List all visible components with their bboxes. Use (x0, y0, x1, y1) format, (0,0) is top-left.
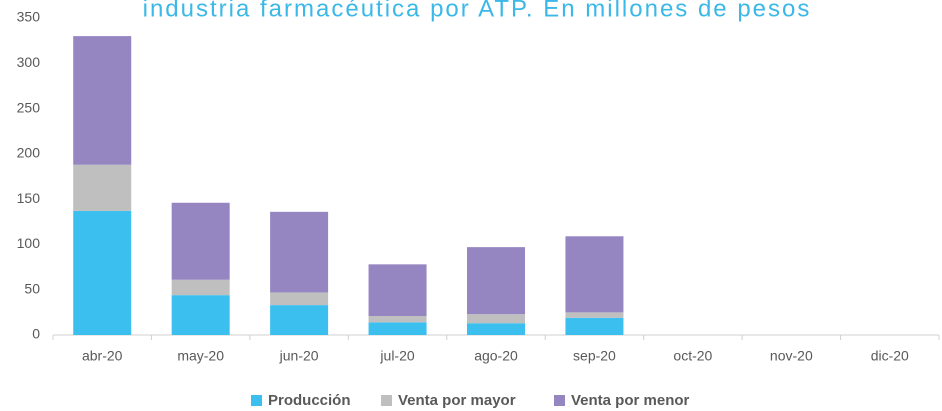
legend-label: Venta por mayor (398, 392, 516, 409)
legend-label: Venta por menor (571, 392, 690, 409)
bar-segment (171, 202, 230, 280)
y-tick-label: 250 (17, 99, 41, 115)
legend-swatch (554, 395, 565, 406)
bar-segment (467, 314, 525, 324)
bar-segment (368, 315, 427, 323)
chart-title: industria farmacéutica por ATP. En millo… (143, 0, 812, 22)
y-tick-label: 0 (32, 326, 40, 342)
bar-segment (565, 317, 624, 335)
bar-segment (368, 322, 427, 335)
y-tick-label: 350 (17, 9, 41, 25)
legend-label: Producción (268, 392, 351, 409)
bar-segment (467, 323, 525, 335)
bar-segment (171, 295, 230, 335)
bar-segment (270, 292, 329, 306)
x-tick-label: ago-20 (474, 348, 518, 364)
bar-segment (73, 210, 132, 335)
bar-segment (270, 211, 329, 293)
bar-segment (565, 312, 624, 318)
x-tick-label: nov-20 (770, 348, 813, 364)
y-tick-label: 200 (17, 145, 41, 161)
x-tick-label: abr-20 (82, 348, 123, 364)
legend-swatch (251, 395, 262, 406)
y-tick-label: 100 (17, 235, 41, 251)
x-tick-label: dic-20 (871, 348, 909, 364)
legend-swatch (381, 395, 392, 406)
bar-segment (73, 36, 132, 165)
bar-segment (73, 164, 132, 211)
bar-segment (171, 279, 230, 296)
bar-segment (270, 305, 329, 335)
x-tick-label: jun-20 (279, 348, 319, 364)
x-tick-label: may-20 (177, 348, 224, 364)
bar-segment (467, 247, 525, 315)
y-tick-label: 50 (24, 280, 40, 296)
x-tick-label: sep-20 (573, 348, 616, 364)
x-tick-label: jul-20 (379, 348, 414, 364)
y-tick-label: 300 (17, 54, 41, 70)
y-tick-label: 150 (17, 190, 41, 206)
x-tick-label: oct-20 (673, 348, 712, 364)
bar-segment (368, 264, 427, 316)
bar-segment (565, 236, 624, 313)
